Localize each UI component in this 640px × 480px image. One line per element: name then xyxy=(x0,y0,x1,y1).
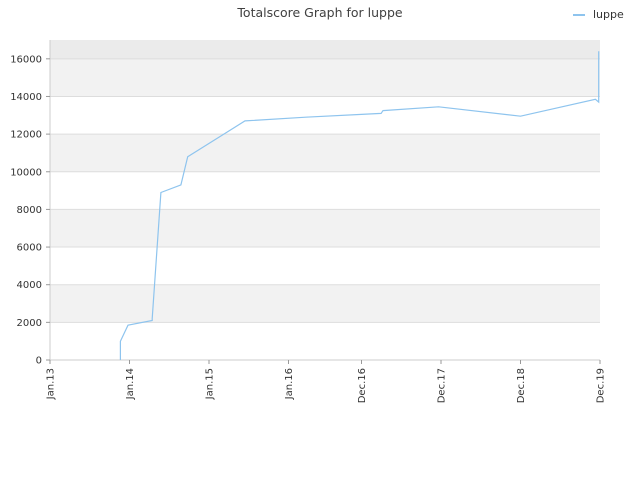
grid-band xyxy=(50,209,600,248)
legend: luppe xyxy=(573,8,624,21)
y-tick-label: 8000 xyxy=(17,205,42,216)
legend-label: luppe xyxy=(593,8,624,21)
y-tick-label: 12000 xyxy=(10,130,42,141)
x-tick-label: Dec.16 xyxy=(357,368,368,403)
series-line-luppe xyxy=(119,51,600,360)
x-tick-label: Jan.13 xyxy=(46,368,57,400)
grid-band xyxy=(50,58,600,97)
y-tick-label: 6000 xyxy=(17,243,42,254)
x-tick-label: Jan.16 xyxy=(284,368,295,400)
grid-band-top xyxy=(50,40,600,59)
grid-band xyxy=(50,247,600,285)
grid-band xyxy=(50,134,600,172)
x-tick-label: Dec.19 xyxy=(596,368,607,403)
y-tick-label: 2000 xyxy=(17,318,42,329)
y-tick-label: 10000 xyxy=(10,167,42,178)
x-tick-label: Dec.18 xyxy=(516,368,527,403)
chart-title: Totalscore Graph for luppe xyxy=(237,5,403,20)
x-tick-label: Jan.14 xyxy=(125,368,136,400)
y-tick-label: 0 xyxy=(36,356,42,367)
grid-band xyxy=(50,171,600,210)
x-tick-label: Jan.15 xyxy=(205,368,216,400)
y-tick-label: 16000 xyxy=(10,54,42,65)
grid-band xyxy=(50,322,600,360)
grid-band xyxy=(50,284,600,323)
y-tick-label: 14000 xyxy=(10,92,42,103)
x-tick-label: Dec.17 xyxy=(436,368,447,403)
y-tick-label: 4000 xyxy=(17,280,42,291)
legend-swatch xyxy=(573,13,585,16)
